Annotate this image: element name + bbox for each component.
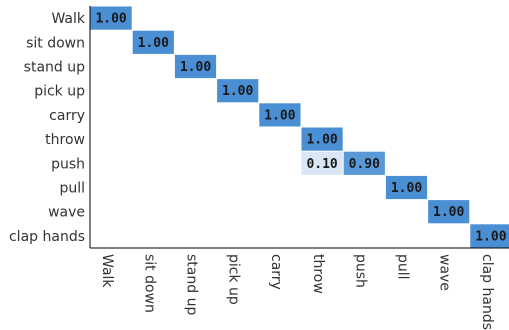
cell-value-label-10: 1.00 [475,229,506,244]
heatmap-cell-10 [470,224,509,248]
cell-value-label-9: 1.00 [433,205,464,220]
heatmap-cell-5 [301,127,343,151]
row-label-8: wave [48,205,85,221]
heatmap-cell-6 [301,151,343,175]
cell-value-label-0: 1.00 [95,12,126,27]
cells-layer: 1.00 1.00 1.00 1.00 1.00 1.00 0.10 0.90 1.00 1.00… [90,6,509,248]
column-label-6: push [352,254,368,288]
row-label-3: pick up [34,84,85,100]
row-label-5: throw [45,132,85,148]
column-labels: Walk sit down stand up pick up carry throw pus… [99,254,495,330]
row-labels: Walk sit down stand up pick up carry throw pus… [9,11,86,245]
row-label-2: stand up [24,60,85,76]
row-label-0: Walk [51,11,85,27]
cell-value-label-1: 1.00 [138,36,169,51]
heatmap-cell-8 [385,175,428,200]
row-label-1: sit down [26,35,85,51]
cell-value-label-7: 0.90 [349,157,380,172]
heatmap-cell-0 [90,6,132,30]
column-label-1: sit down [141,254,157,313]
cell-value-label-3: 1.00 [222,84,253,99]
column-label-9: clap hands [479,254,495,330]
row-label-7: pull [59,181,85,197]
heatmap-cell-7 [343,151,385,175]
axes-layer [89,6,509,249]
row-label-9: clap hands [9,229,85,245]
column-label-2: stand up [184,254,200,315]
column-label-7: pull [395,254,411,280]
cell-value-label-5: 1.00 [306,133,337,148]
column-label-4: carry [268,254,284,290]
heatmap-cell-4 [259,103,301,127]
cell-value-label-6: 0.10 [306,157,337,172]
heatmap-cell-2 [174,54,217,79]
heatmap-cell-9 [428,200,470,224]
column-label-0: Walk [99,254,115,288]
row-label-6: push [51,156,85,172]
cell-value-label-4: 1.00 [264,108,295,123]
column-label-8: wave [437,254,453,291]
heatmap-cell-3 [217,79,259,103]
heatmap-cell-1 [132,30,174,54]
cell-value-label-8: 1.00 [391,181,422,196]
row-label-4: carry [49,108,85,124]
column-label-3: pick up [226,254,242,305]
cell-value-label-2: 1.00 [180,60,211,75]
column-label-5: throw [310,254,326,294]
